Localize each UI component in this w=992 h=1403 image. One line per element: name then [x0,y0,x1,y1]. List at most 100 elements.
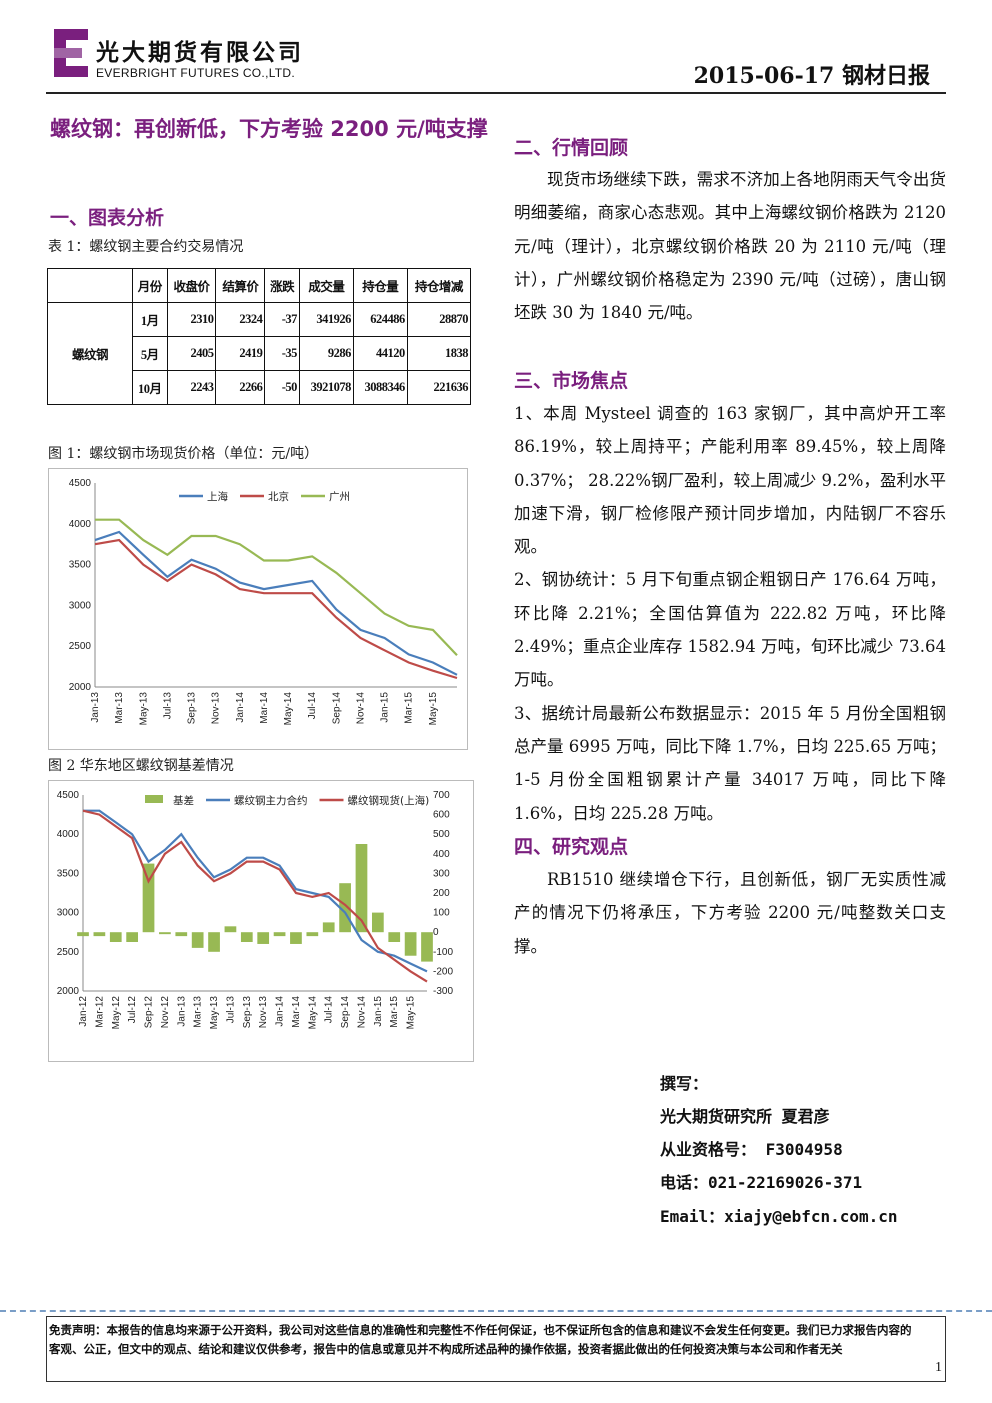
basis-bar [421,932,433,962]
x-tick-label: Sep-14 [331,692,342,725]
y2-tick-label: 100 [433,908,450,919]
table-cell: 2243 [166,370,217,405]
basis-chart: 4500400035003000250020007006005004003002… [48,780,474,1062]
basis-bar [175,932,188,937]
y2-tick-label: 600 [433,810,450,821]
table-cell [47,268,133,303]
report-title: 螺纹钢：再创新低，下方考验 2200 元/吨支撑 [50,117,488,141]
x-tick-label: Jul-12 [127,996,138,1024]
basis-bar [77,932,89,937]
y-tick-label: 2500 [69,641,92,652]
y-tick-label: 2000 [57,986,80,997]
x-tick-label: Sep-14 [340,996,351,1029]
legend-swatch [145,795,163,803]
table-cell: 2419 [215,336,266,371]
x-tick-label: Sep-13 [242,996,253,1029]
x-tick-label: May-13 [209,996,220,1030]
x-tick-label: Jul-14 [324,996,335,1024]
figure2-caption: 图 2 华东地区螺纹钢基差情况 [48,758,234,774]
basis-bar [142,863,155,933]
y2-tick-label: 300 [433,868,450,879]
basis-bar [208,932,220,952]
basis-bar [159,932,171,935]
table-cell: 5月 [132,336,168,371]
x-tick-label: Mar-13 [114,692,125,724]
legend-label: 基差 [173,794,194,807]
author-institute: 光大期货研究所 夏君彦 [660,1107,830,1126]
focus-item: 1、本周 Mysteel 调查的 163 家钢厂，其中高炉开工率 86.19%，… [514,404,946,557]
basis-bar [339,883,351,933]
x-tick-label: May-12 [111,996,122,1030]
disclaimer: 免责声明：本报告的信息均来源于公开资料，我公司对这些信息的准确性和完整性不作任何… [46,1316,946,1382]
basis-bar [126,932,139,942]
x-tick-label: Mar-15 [404,692,415,724]
series-line [95,518,458,656]
x-tick-label: Sep-13 [187,692,198,725]
x-tick-label: Jan-15 [373,996,384,1027]
table-cell: 3088346 [352,370,408,405]
x-tick-label: Nov-14 [356,996,367,1029]
research-view-text: RB1510 继续增仓下行，且创新低，钢厂无实质性减产的情况下仍将承压，下方考验… [514,870,946,956]
x-tick-label: Mar-12 [94,996,105,1028]
basis-bar [371,912,384,933]
basis-bar [240,932,253,942]
table-cell: 341926 [298,302,354,337]
y2-tick-label: 0 [433,927,439,938]
y-tick-label: 4500 [57,790,80,801]
x-tick-label: Jan-14 [235,692,246,723]
market-focus-list: 1、本周 Mysteel 调查的 163 家钢厂，其中高炉开工率 86.19%，… [514,397,946,830]
x-tick-label: Mar-14 [259,692,270,724]
basis-bar [404,932,417,956]
x-tick-label: Jan-12 [78,996,89,1027]
y2-tick-label: -100 [433,947,453,958]
y-tick-label: 3500 [57,868,80,879]
x-tick-label: Mar-14 [291,996,302,1028]
table-header: 涨跌 [264,268,300,303]
x-tick-label: May-15 [406,996,417,1030]
basis-bar [388,932,401,942]
series-line [94,538,458,680]
y2-tick-label: -200 [433,966,453,977]
basis-bar [109,932,122,942]
y2-tick-label: -300 [433,986,453,997]
table-header: 收盘价 [166,268,217,303]
basis-bar [273,932,286,937]
x-tick-label: Nov-14 [355,692,366,725]
table-header-row: 月份 收盘价 结算价 涨跌 成交量 持仓量 持仓增减 [47,268,472,303]
section3-heading: 三、市场焦点 [514,370,629,392]
x-tick-label: May-15 [428,692,439,726]
legend-label: 北京 [268,490,289,503]
table-cell: 10月 [132,370,168,405]
x-tick-label: Nov-12 [160,996,171,1029]
x-tick-label: Sep-12 [144,996,155,1029]
footer-divider [0,1310,992,1312]
section2-heading: 二、行情回顾 [514,137,629,159]
table-cell: 28870 [406,302,472,337]
table-header: 持仓增减 [406,268,472,303]
y-tick-label: 4000 [69,519,92,530]
x-tick-label: Jan-15 [380,692,391,723]
table-header: 月份 [132,268,168,303]
x-tick-label: Jul-13 [162,692,173,720]
table-cell: 1月 [132,302,168,337]
basis-bar [355,844,368,933]
author-phone: 电话：021-22169026-371 [660,1173,863,1192]
table-cell: 2324 [215,302,266,337]
y-tick-label: 3000 [69,600,92,611]
focus-item: 3、据统计局最新公布数据显示：2015 年 5 月份全国粗钢总产量 6995 万… [514,703,946,823]
series-line [94,530,458,676]
y-tick-label: 4000 [57,829,80,840]
x-tick-label: Jan-13 [176,996,187,1027]
basis-bar [322,922,335,933]
section4-heading: 四、研究观点 [514,836,629,858]
basis-bar [191,932,204,948]
legend-label: 螺纹钢现货(上海) [348,794,430,807]
y2-tick-label: 500 [433,829,450,840]
author-label: 撰写： [660,1074,709,1093]
table-cell: -37 [264,302,300,337]
author-email: Email：xiajy@ebfcn.com.cn [660,1207,898,1226]
x-tick-label: May-14 [283,692,294,726]
series-line [82,809,428,983]
table-cell: 221636 [406,370,472,405]
section1-heading: 一、图表分析 [50,207,165,229]
